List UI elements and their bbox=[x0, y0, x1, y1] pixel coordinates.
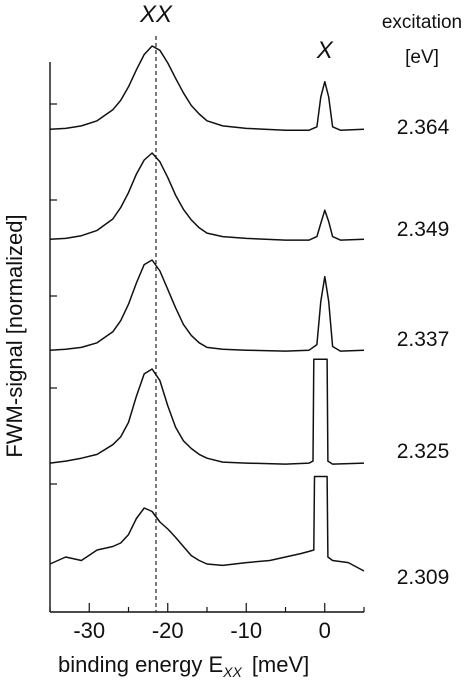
excitation-label: 2.337 bbox=[397, 328, 450, 351]
spectrum-curve-2.349 bbox=[49, 152, 365, 241]
excitation-label: 2.349 bbox=[397, 218, 450, 241]
x-tick-label: -30 bbox=[73, 618, 105, 643]
spectrum-curve-2.325 bbox=[49, 358, 365, 465]
spectra-curves bbox=[49, 45, 365, 572]
spectrum-curve-2.337 bbox=[49, 259, 365, 352]
x-axis-label-subscript: XX bbox=[222, 664, 242, 680]
excitation-label: 2.325 bbox=[397, 440, 450, 463]
exciton-peak-label: X bbox=[316, 37, 334, 64]
spectrum-curve-2.364 bbox=[49, 45, 365, 131]
x-axis-ticks: -30 -20 -10 0 bbox=[49, 603, 365, 643]
plot-area: -30 -20 -10 0 2.364 2.349 2.337 2.325 2.309 bbox=[49, 36, 450, 643]
y-axis-ticks bbox=[50, 103, 57, 485]
excitation-labels: 2.364 2.349 2.337 2.325 2.309 bbox=[397, 116, 450, 589]
y-axis-label: FWM-signal [normalized] bbox=[2, 214, 27, 457]
excitation-label: 2.309 bbox=[397, 566, 450, 589]
legend-title-unit: [eV] bbox=[405, 47, 439, 68]
biexciton-peak-label: XX bbox=[139, 1, 173, 28]
legend-title-excitation: excitation bbox=[382, 12, 462, 33]
x-tick-label: 0 bbox=[319, 618, 331, 643]
x-axis-label-unit: [meV] bbox=[252, 652, 309, 677]
excitation-label: 2.364 bbox=[397, 116, 450, 139]
spectrum-curve-2.309 bbox=[49, 475, 365, 572]
x-axis-label-text: binding energy E bbox=[58, 652, 223, 677]
x-tick-label: -10 bbox=[230, 618, 262, 643]
x-axis-label: binding energy EXX [meV] bbox=[58, 652, 309, 680]
x-tick-label: -20 bbox=[152, 618, 184, 643]
